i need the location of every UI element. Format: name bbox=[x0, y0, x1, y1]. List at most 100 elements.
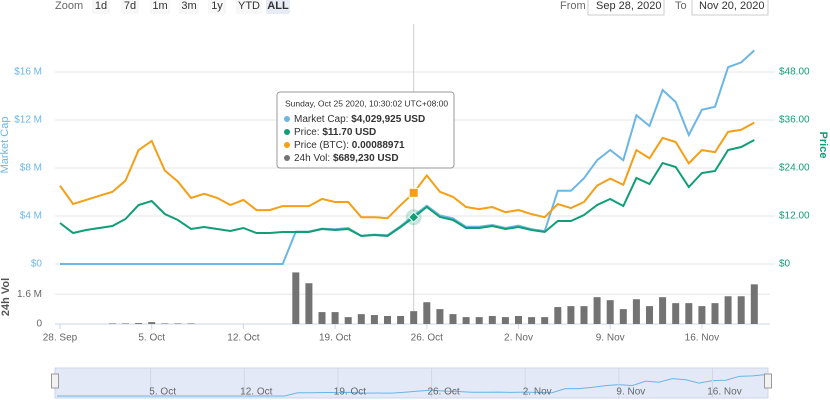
volume-bar bbox=[501, 317, 509, 324]
x-tick-label: 26. Oct bbox=[411, 333, 443, 344]
volume-bar bbox=[108, 323, 116, 324]
navigator-line bbox=[57, 374, 767, 397]
volume-bar bbox=[593, 297, 601, 324]
volume-bar bbox=[541, 317, 549, 324]
to-date: Nov 20, 2020 bbox=[699, 0, 764, 12]
volume-bar bbox=[711, 303, 719, 324]
y-tick-label: $4 M bbox=[20, 211, 42, 222]
tooltip-row: Price (BTC): 0.00088971 bbox=[294, 140, 405, 151]
plot-area bbox=[55, 24, 775, 329]
volume-bar bbox=[488, 315, 496, 324]
navigator bbox=[54, 367, 769, 399]
zoom-button[interactable]: 3m bbox=[179, 0, 199, 14]
tooltip-value: $4,029,925 USD bbox=[351, 114, 425, 125]
hover-marker bbox=[407, 211, 420, 223]
zoom-button-label: ALL bbox=[267, 0, 289, 12]
x-tick-label: 5. Oct bbox=[138, 333, 165, 344]
navigator-label: 2. Nov bbox=[523, 387, 552, 398]
zoom-label: Zoom bbox=[55, 0, 83, 12]
zoom-button-bg bbox=[92, 0, 110, 14]
tooltip-box bbox=[276, 91, 455, 169]
hover-marker bbox=[408, 187, 419, 198]
zoom-button-label: 1y bbox=[211, 0, 223, 12]
tooltip-bullet bbox=[284, 116, 290, 122]
volume-bar bbox=[161, 323, 169, 324]
zoom-button[interactable]: 1d bbox=[92, 0, 110, 14]
navigator-handle[interactable] bbox=[764, 373, 772, 389]
volume-bar bbox=[423, 302, 431, 324]
volume-bar bbox=[619, 309, 627, 324]
zoom-button[interactable]: 1m bbox=[150, 0, 170, 14]
y2-tick-label: $12.00 bbox=[779, 211, 810, 222]
tooltip-label: Market Cap: bbox=[294, 114, 348, 125]
navigator-label: 26. Oct bbox=[427, 387, 459, 398]
y-tick-label: $16 M bbox=[14, 67, 42, 78]
tooltip-bullet bbox=[284, 142, 290, 148]
to-input[interactable] bbox=[691, 0, 769, 16]
zoom-button-bg bbox=[236, 0, 262, 14]
tooltip-value: 0.00088971 bbox=[352, 140, 405, 151]
volume-bar bbox=[659, 297, 667, 324]
tooltip-title: Sunday, Oct 25 2020, 10:30:02 UTC+08:00 bbox=[285, 98, 448, 108]
volume-bar bbox=[122, 323, 129, 324]
volume-bar bbox=[397, 315, 405, 324]
volume-bar bbox=[750, 284, 758, 324]
series-line bbox=[59, 121, 755, 220]
zoom-button[interactable]: YTD bbox=[236, 0, 262, 14]
navigator-label: 19. Oct bbox=[334, 387, 366, 398]
x-tick-label: 28. Sep bbox=[43, 333, 78, 344]
tooltip-row: Market Cap: $4,029,925 USD bbox=[294, 114, 425, 125]
volume-bar bbox=[449, 314, 457, 324]
zoom-button-label: 1m bbox=[152, 0, 167, 12]
from-input[interactable] bbox=[587, 0, 665, 16]
zoom-button-bg bbox=[150, 0, 170, 14]
volume-bar bbox=[344, 317, 352, 324]
volume-bar bbox=[580, 306, 588, 324]
tooltip-bullet bbox=[284, 129, 290, 135]
volume-bar bbox=[475, 317, 483, 324]
volume-bar bbox=[148, 322, 156, 324]
volume-bar bbox=[606, 300, 614, 324]
tooltip-row: Price: $11.70 USD bbox=[294, 127, 376, 138]
volume-bar bbox=[292, 272, 300, 324]
navigator-label: 12. Oct bbox=[240, 387, 272, 398]
volume-bar bbox=[331, 312, 339, 324]
volume-bar bbox=[672, 303, 680, 324]
volume-bar bbox=[462, 317, 470, 324]
navigator-label: 9. Nov bbox=[616, 387, 645, 398]
from-label: From bbox=[560, 0, 586, 12]
zoom-button-bg bbox=[179, 0, 199, 14]
zoom-button-bg bbox=[266, 0, 290, 14]
series-line bbox=[59, 139, 755, 238]
zoom-button[interactable]: 1y bbox=[208, 0, 226, 14]
volume-bar bbox=[436, 309, 444, 324]
volume-bar bbox=[554, 307, 562, 324]
tooltip-value: $11.70 USD bbox=[322, 127, 376, 138]
volume-bar bbox=[174, 323, 182, 324]
x-tick-label: 2. Nov bbox=[504, 333, 533, 344]
zoom-button[interactable]: ALL bbox=[266, 0, 290, 14]
volume-bar bbox=[685, 303, 693, 324]
x-tick-label: 12. Oct bbox=[227, 333, 259, 344]
volume-bar bbox=[135, 323, 143, 324]
y-tick-label: $8 M bbox=[20, 163, 42, 174]
y2-axis-title: Price bbox=[817, 132, 829, 159]
tooltip-bullet bbox=[284, 155, 290, 161]
navigator-handle[interactable] bbox=[51, 373, 59, 389]
zoom-button[interactable]: 7d bbox=[121, 0, 139, 14]
zoom-button-label: 3m bbox=[181, 0, 196, 12]
vol-tick-label: 0 bbox=[36, 319, 42, 330]
x-tick-label: 19. Oct bbox=[319, 333, 351, 344]
vol-axis-title: 24h Vol bbox=[0, 278, 12, 316]
y2-tick-label: $48.00 bbox=[779, 67, 810, 78]
volume-bar bbox=[318, 312, 326, 324]
tooltip-label: Price (BTC): bbox=[294, 140, 349, 151]
volume-bar bbox=[384, 315, 391, 324]
volume-bar bbox=[187, 323, 195, 324]
volume-bar bbox=[528, 317, 536, 324]
navigator-label: 16. Nov bbox=[707, 387, 741, 398]
volume-bar bbox=[632, 299, 640, 324]
from-date: Sep 28, 2020 bbox=[596, 0, 661, 12]
